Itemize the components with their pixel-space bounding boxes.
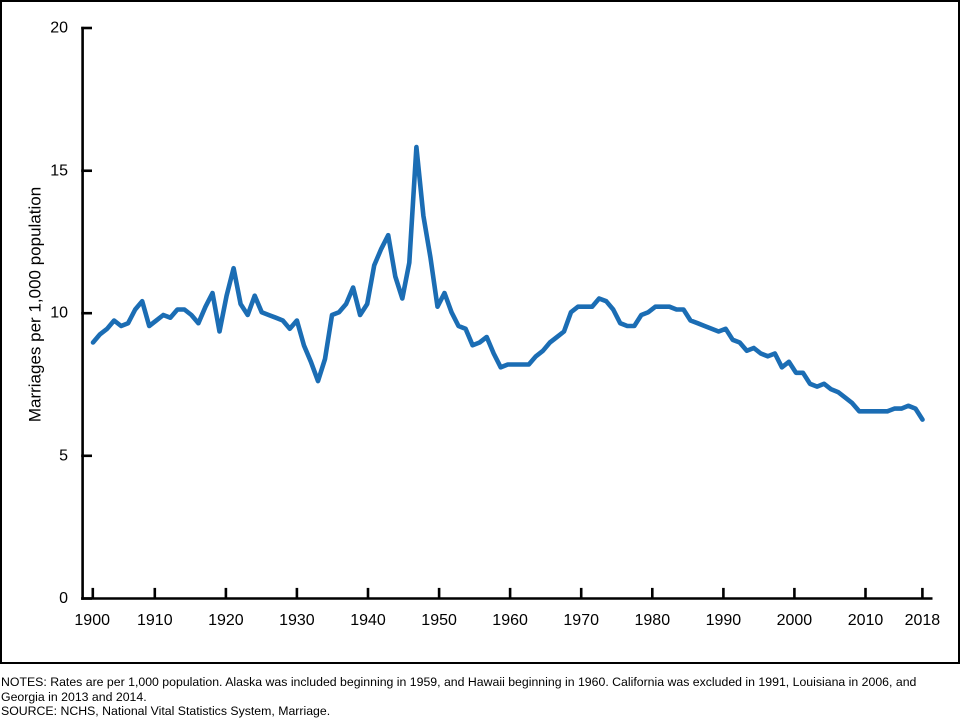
svg-text:1950: 1950 bbox=[421, 612, 457, 629]
svg-text:1920: 1920 bbox=[208, 612, 244, 629]
svg-text:0: 0 bbox=[59, 590, 68, 607]
svg-text:2018: 2018 bbox=[905, 612, 941, 629]
svg-text:20: 20 bbox=[50, 20, 68, 37]
svg-text:1970: 1970 bbox=[563, 612, 599, 629]
svg-text:15: 15 bbox=[50, 162, 68, 179]
svg-text:1980: 1980 bbox=[635, 612, 671, 629]
svg-text:Marriages per 1,000 population: Marriages per 1,000 population bbox=[25, 187, 44, 422]
svg-text:5: 5 bbox=[59, 447, 68, 464]
svg-text:2000: 2000 bbox=[777, 612, 813, 629]
svg-text:1940: 1940 bbox=[350, 612, 386, 629]
svg-text:10: 10 bbox=[50, 305, 68, 322]
svg-text:1990: 1990 bbox=[706, 612, 742, 629]
svg-text:2010: 2010 bbox=[848, 612, 884, 629]
svg-text:1900: 1900 bbox=[74, 612, 110, 629]
svg-text:1910: 1910 bbox=[137, 612, 173, 629]
svg-text:1960: 1960 bbox=[492, 612, 528, 629]
svg-text:1930: 1930 bbox=[279, 612, 315, 629]
